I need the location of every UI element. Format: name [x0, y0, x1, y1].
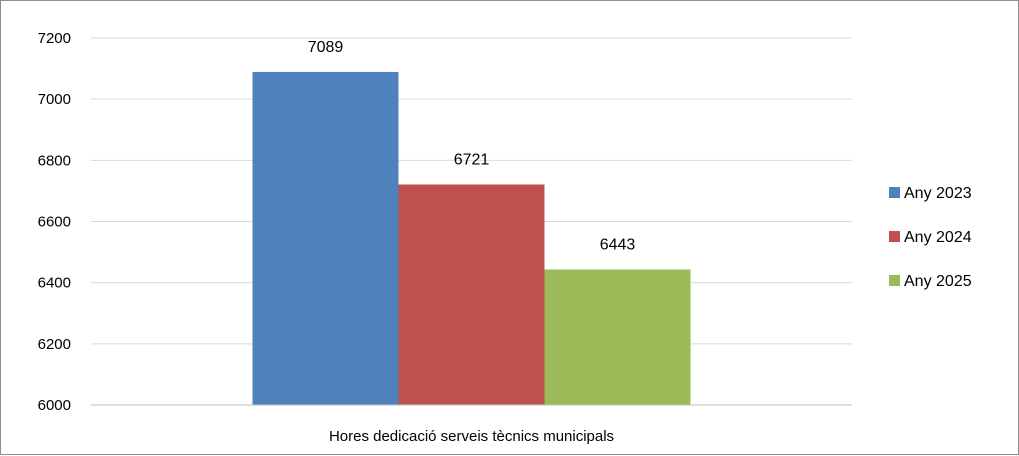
y-tick-label: 6800	[38, 152, 71, 169]
y-tick-label: 7000	[38, 91, 71, 108]
bars	[252, 71, 691, 405]
legend-swatch	[889, 187, 900, 198]
data-label: 6443	[600, 237, 636, 254]
legend-swatch	[889, 231, 900, 242]
y-tick-label: 7200	[38, 30, 71, 47]
y-tick-label: 6400	[38, 275, 71, 292]
legend: Any 2023 Any 2024 Any 2025	[889, 185, 972, 290]
legend-label: Any 2023	[904, 185, 972, 202]
data-labels: 7089 6721 6443	[308, 39, 636, 254]
y-tick-label: 6200	[38, 336, 71, 353]
x-category-label: Hores dedicació serveis tècnics municipa…	[329, 428, 614, 445]
legend-swatch	[889, 275, 900, 286]
bar-any-2025	[544, 269, 691, 405]
x-axis: Hores dedicació serveis tècnics municipa…	[91, 404, 852, 445]
bar-any-2024	[398, 184, 545, 405]
legend-label: Any 2024	[904, 229, 972, 246]
data-label: 7089	[308, 39, 344, 56]
y-axis-tick-labels: 6000 6200 6400 6600 6800 7000 7200	[38, 30, 71, 414]
bar-any-2023	[252, 71, 399, 405]
y-tick-label: 6600	[38, 214, 71, 231]
y-tick-label: 6000	[38, 397, 71, 414]
legend-label: Any 2025	[904, 273, 972, 290]
data-label: 6721	[454, 151, 490, 168]
